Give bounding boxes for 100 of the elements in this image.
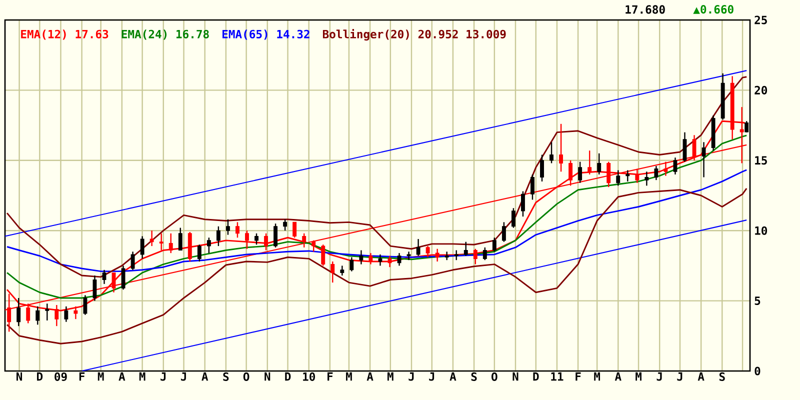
- candlestick: [550, 142, 554, 164]
- candlestick: [92, 274, 97, 302]
- x-tick-label: F: [79, 372, 85, 381]
- x-tick-label: A: [698, 372, 704, 381]
- x-tick-label: A: [450, 372, 456, 381]
- candlestick: [416, 238, 420, 256]
- x-tick-label: N: [264, 372, 270, 381]
- x-tick-label: D: [285, 372, 291, 381]
- candlestick: [83, 294, 88, 316]
- candlestick: [568, 160, 573, 186]
- y-tick-label: 10: [755, 226, 768, 235]
- candlestick: [274, 222, 278, 248]
- candlestick: [321, 244, 326, 266]
- candlestick: [482, 246, 487, 261]
- x-tick-label: M: [346, 372, 352, 381]
- x-tick-label: J: [429, 372, 434, 381]
- x-tick-label: M: [387, 372, 394, 381]
- x-tick-label: A: [202, 372, 208, 381]
- candlestick: [254, 232, 258, 246]
- candlestick: [140, 236, 144, 260]
- candlestick: [236, 222, 240, 238]
- candlestick: [702, 142, 706, 178]
- candlestick: [150, 230, 154, 247]
- candlestick: [502, 222, 506, 242]
- x-tick-label: N: [16, 372, 22, 381]
- candlestick: [454, 250, 458, 261]
- candlestick: [350, 256, 354, 272]
- candlestick: [359, 250, 364, 265]
- y-tick-label: 5: [754, 296, 760, 306]
- line-series: [6, 188, 748, 344]
- text: EMA(12) 17.63: [21, 30, 108, 40]
- candlestick: [673, 156, 678, 176]
- candlestick: [283, 218, 288, 232]
- text: ▲0.660: [693, 5, 734, 14]
- candlestick: [464, 241, 468, 256]
- x-tick-label: J: [180, 372, 186, 381]
- x-tick-label: 09: [54, 372, 67, 381]
- candlestick: [444, 251, 449, 261]
- candlestick: [435, 248, 440, 262]
- x-tick-label: S: [719, 372, 725, 381]
- candlestick: [559, 123, 564, 172]
- candlestick: [606, 161, 611, 188]
- text: EMA(65) 14.32: [222, 30, 310, 40]
- candlestick: [159, 232, 164, 251]
- candlestick: [302, 232, 306, 248]
- candlestick: [511, 208, 516, 228]
- candlestick: [388, 255, 392, 268]
- candlestick: [168, 232, 173, 254]
- candlestick: [578, 161, 582, 184]
- x-tick-label: N: [512, 372, 518, 381]
- candlestick: [473, 248, 478, 265]
- x-tick-label: S: [471, 372, 477, 381]
- x-tick-label: A: [118, 372, 126, 381]
- y-tick-label: 15: [755, 156, 767, 165]
- x-tick-label: A: [366, 372, 374, 381]
- candlestick: [312, 240, 316, 252]
- text: EMA(24) 16.78: [122, 30, 209, 40]
- candlestick: [492, 237, 496, 252]
- candlestick: [16, 297, 21, 327]
- candlestick: [197, 244, 202, 262]
- candlestick: [206, 237, 211, 254]
- candlestick: [45, 303, 50, 322]
- candlestick: [330, 260, 335, 284]
- x-tick-label: F: [576, 372, 581, 381]
- candlestick: [682, 132, 687, 162]
- candlestick: [102, 269, 106, 285]
- candlestick: [597, 152, 602, 176]
- candlestick: [121, 265, 126, 290]
- candlestick: [64, 306, 68, 322]
- candlestick: [245, 230, 249, 250]
- candlestick: [616, 170, 620, 186]
- candlestick: [36, 306, 40, 326]
- x-tick-label: A: [614, 372, 622, 381]
- candlestick: [340, 265, 344, 276]
- candlestick: [264, 232, 268, 251]
- candlestick: [588, 150, 592, 176]
- candlestick: [644, 171, 649, 186]
- candlestick: [130, 251, 135, 271]
- x-tick-label: S: [223, 372, 229, 381]
- x-tick-label: D: [37, 372, 43, 381]
- x-tick-label: 11: [551, 372, 564, 381]
- candlestick: [378, 254, 382, 266]
- candlestick: [178, 227, 182, 251]
- x-tick-label: F: [328, 372, 333, 381]
- text: 17.680: [626, 5, 665, 14]
- x-tick-label: J: [408, 372, 414, 381]
- x-tick-label: M: [139, 372, 146, 381]
- candlestick: [521, 190, 525, 218]
- x-tick-label: J: [677, 372, 682, 381]
- candlestick: [216, 226, 220, 247]
- x-tick-label: M: [636, 372, 642, 381]
- x-tick-label: O: [243, 372, 250, 381]
- candlestick: [540, 154, 544, 182]
- candlestick: [292, 222, 297, 238]
- candlestick: [635, 168, 640, 184]
- x-tick-label: M: [98, 372, 104, 381]
- x-tick-label: O: [492, 372, 498, 381]
- x-tick-label: D: [533, 372, 539, 381]
- candlestick: [626, 170, 630, 182]
- candlestick: [397, 252, 402, 266]
